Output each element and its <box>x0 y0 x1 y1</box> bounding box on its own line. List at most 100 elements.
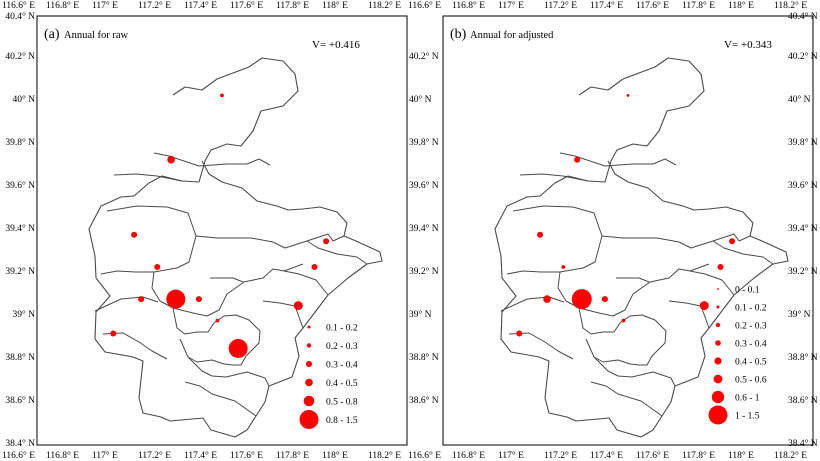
lon-tick-label: 117° E <box>92 0 118 11</box>
station-dot-6 <box>717 264 724 270</box>
district-boundary-7 <box>578 307 667 366</box>
legend-symbol-5 <box>714 357 722 365</box>
legend-label-6: 0.5 - 0.6 <box>735 376 767 386</box>
legend-symbol-8 <box>708 405 728 425</box>
station-dot-4 <box>323 238 330 245</box>
station-dot-7 <box>543 295 551 303</box>
lon-tick-label: 116.6° E <box>408 450 441 461</box>
station-dot-5 <box>154 264 161 270</box>
lat-tick-label-left: 40° N <box>12 94 35 105</box>
lon-tick-label: 117.4° E <box>590 0 623 11</box>
lon-tick-label: 117.4° E <box>184 450 217 461</box>
district-boundary-10 <box>187 356 270 387</box>
outer-boundary <box>88 57 383 438</box>
station-dot-10 <box>699 301 709 311</box>
district-boundary-8 <box>500 296 565 312</box>
lon-tick-label: 118.2° E <box>368 0 401 11</box>
station-dot-4 <box>729 238 736 245</box>
legend-label-2: 0.1 - 0.2 <box>735 304 767 314</box>
lon-tick-label: 118.2° E <box>774 0 807 11</box>
panel-a-legend: 0.1 - 0.2 0.2 - 0.3 0.3 - 0.4 0.4 - 0.5 0.5 … <box>299 324 358 429</box>
district-boundary-9 <box>102 332 168 360</box>
lat-tick-label-left: 38.8° N <box>5 352 35 363</box>
panel-a-subtitle: Annual for raw <box>64 30 129 41</box>
legend-symbol-3 <box>715 322 721 328</box>
station-dot-7 <box>138 296 145 303</box>
station-dot-8 <box>166 289 186 309</box>
lat-tick-label-left: 39° N <box>12 309 35 320</box>
panel-a-label: (a) <box>44 27 60 42</box>
panel-b-label: (b) <box>450 27 467 42</box>
legend-label-4: 0.3 - 0.4 <box>735 340 767 350</box>
lat-tick-label-left: 39.8° N <box>5 137 35 148</box>
lat-tick-label-mid: 38.8° N <box>409 352 439 363</box>
panel-a-stations <box>110 93 330 358</box>
lat-tick-label-left: 39.2° N <box>5 266 35 277</box>
lon-tick-label: 117.4° E <box>590 450 623 461</box>
lon-tick-label: 118.2° E <box>774 450 807 461</box>
station-dot-9 <box>195 296 202 303</box>
station-dot-1 <box>626 94 630 97</box>
legend-label-1: 0 - 0.1 <box>735 286 760 296</box>
lat-tick-label-mid: 39.8° N <box>409 137 439 148</box>
lon-tick-label: 117° E <box>92 450 118 461</box>
panel-a-boundaries <box>88 57 383 438</box>
lon-tick-label: 117.8° E <box>276 450 309 461</box>
district-boundary-5 <box>557 263 710 317</box>
district-boundary-4 <box>601 233 751 249</box>
legend-symbol-1 <box>717 288 719 290</box>
lon-tick-label: 118° E <box>322 450 348 461</box>
lon-tick-label: 117.2° E <box>138 0 171 11</box>
district-boundary-13 <box>283 270 329 296</box>
panel-b-stations <box>516 94 736 337</box>
lat-tick-label-right: 39.6° N <box>788 180 818 191</box>
lon-tick-label: 116.8° E <box>452 450 485 461</box>
lat-tick-label-mid: 38.6° N <box>409 395 439 406</box>
lat-tick-label-right: 39.8° N <box>788 137 818 148</box>
district-boundary-9 <box>508 332 574 360</box>
station-dot-3 <box>131 231 138 238</box>
station-dot-1 <box>220 93 224 98</box>
lat-tick-label-right: 38.8° N <box>788 352 818 363</box>
legend-symbol-5 <box>303 395 315 407</box>
legend-label-5: 0.4 - 0.5 <box>735 358 767 368</box>
station-dot-8 <box>571 289 592 310</box>
station-dot-10 <box>293 301 303 311</box>
lat-tick-label-right: 38.4° N <box>788 438 818 449</box>
lat-tick-label-mid: 40.2° N <box>409 51 439 62</box>
panel-a-annual-raw: 0.1 - 0.2 0.2 - 0.3 0.3 - 0.4 0.4 - 0.5 0.5 … <box>36 15 408 446</box>
lon-tick-label: 117.6° E <box>230 0 263 11</box>
lat-tick-label-left: 39.4° N <box>5 223 35 234</box>
lon-tick-label: 116.6° E <box>408 0 441 11</box>
panel-b-boundaries <box>494 57 789 438</box>
legend-label-7: 0.6 - 1 <box>735 394 760 404</box>
lon-tick-label: 117° E <box>498 0 524 11</box>
legend-symbol-6 <box>713 374 723 384</box>
district-boundary-11 <box>184 381 257 417</box>
district-boundary-3 <box>100 205 197 275</box>
lat-tick-label-right: 40.2° N <box>788 51 818 62</box>
district-boundary-5 <box>151 263 304 317</box>
lat-tick-label-right: 39.4° N <box>788 223 818 234</box>
legend-symbol-3 <box>306 361 312 367</box>
station-dot-6 <box>311 264 318 270</box>
district-boundary-12 <box>668 300 710 329</box>
district-boundary-11 <box>590 381 663 417</box>
district-boundary-2 <box>113 173 183 182</box>
lon-tick-label: 117.2° E <box>544 450 577 461</box>
legend-label-5: 0.5 - 0.8 <box>326 398 358 408</box>
lon-tick-label: 117° E <box>498 450 524 461</box>
lon-tick-label: 117.8° E <box>682 450 715 461</box>
legend-label-3: 0.3 - 0.4 <box>326 361 358 371</box>
district-boundary-1 <box>559 152 677 167</box>
lon-tick-label: 117.8° E <box>682 0 715 11</box>
lon-tick-label: 117.8° E <box>276 0 309 11</box>
lon-tick-label: 116.6° E <box>2 0 35 11</box>
station-dot-12 <box>516 330 523 337</box>
lat-tick-label-left: 38.6° N <box>5 395 35 406</box>
lon-tick-label: 117.4° E <box>184 0 217 11</box>
legend-label-8: 1 - 1.5 <box>735 412 760 422</box>
district-boundary-12 <box>262 300 304 329</box>
